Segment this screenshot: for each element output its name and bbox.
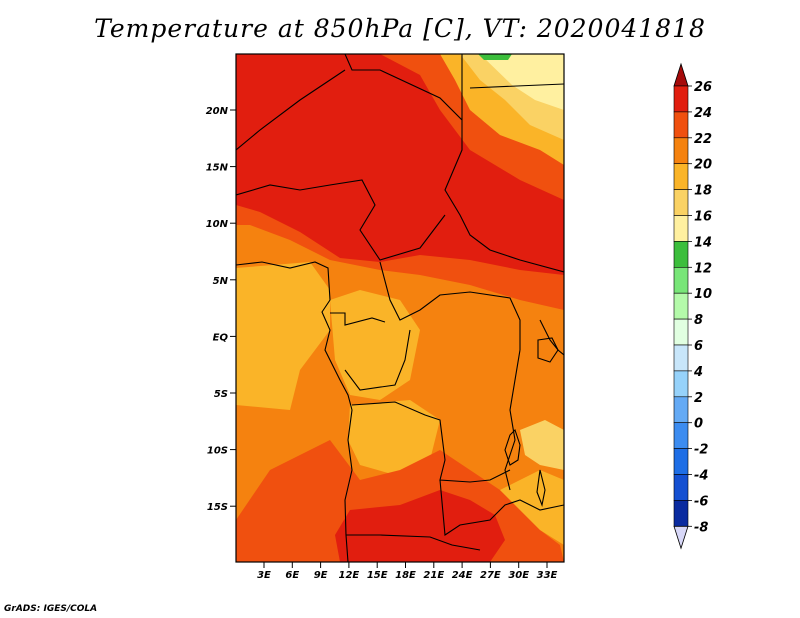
- temp-region-12-patch: [478, 54, 512, 60]
- lat-tick-label: 15N: [206, 163, 229, 174]
- lake-victoria: [537, 337, 559, 363]
- border-east-2: [539, 319, 564, 356]
- lat-tick-label: 5S: [214, 389, 228, 400]
- colorbar-label: 26: [694, 80, 712, 95]
- lon-tick-label: 33E: [537, 570, 558, 581]
- temp-region-18-south: [348, 400, 440, 475]
- lon-tick-label: 9E: [314, 570, 328, 581]
- colorbar-label: 4: [693, 365, 703, 380]
- temp-region-26-north: [236, 54, 564, 275]
- lon-tick-label: 12E: [339, 570, 360, 581]
- temp-region-24-south: [335, 490, 505, 562]
- lon-tick-label: 21E: [423, 570, 444, 581]
- temp-region-18-southeast: [520, 420, 564, 470]
- colorbar-swatch: [673, 241, 689, 268]
- border-north-2: [236, 69, 346, 151]
- colorbar-swatch: [673, 318, 689, 346]
- border-east-1: [504, 349, 521, 491]
- lon-tick-label: 24E: [452, 570, 473, 581]
- colorbar-label: 20: [694, 158, 712, 173]
- lon-tick-label: 15E: [367, 570, 388, 581]
- latitude-axis: 20N 15N 10N 5N EQ 5S 10S 15S: [206, 106, 236, 513]
- colorbar-swatch: [673, 137, 689, 165]
- colorbar-swatch: [673, 163, 689, 190]
- colorbar-label: 24: [694, 106, 712, 121]
- lat-tick-label: 5N: [213, 276, 229, 287]
- colorbar-label: 0: [694, 417, 703, 432]
- colorbar-label: -6: [694, 494, 708, 509]
- colorbar-swatch: [673, 189, 689, 216]
- lon-tick-label: 30E: [508, 570, 529, 581]
- colorbar-label: 10: [694, 287, 712, 302]
- lat-tick-label: 10S: [207, 446, 228, 457]
- colorbar-swatch: [673, 370, 689, 398]
- colorbar-label: 22: [694, 132, 712, 147]
- colorbar-swatch: [673, 344, 689, 372]
- colorbar-swatch: [673, 448, 689, 475]
- border-south-1: [351, 401, 511, 483]
- border-south-3: [439, 479, 564, 536]
- temperature-field: [236, 54, 564, 562]
- border-north-3: [236, 179, 446, 261]
- border-central-2: [330, 312, 386, 326]
- credit-label: GrADS: IGES/COLA: [4, 604, 98, 614]
- lake-east: [504, 428, 521, 466]
- colorbar-label: -8: [694, 520, 708, 535]
- colorbar-swatch: [673, 111, 689, 139]
- lon-tick-label: 3E: [257, 570, 271, 581]
- colorbar-label: 12: [694, 261, 712, 276]
- colorbar-swatch: [673, 215, 689, 242]
- colorbar-swatch: [673, 396, 689, 423]
- lat-tick-label: 15S: [207, 502, 228, 513]
- colorbar-swatch: [673, 474, 689, 501]
- lon-tick-label: 18E: [395, 570, 416, 581]
- lat-tick-label: 10N: [206, 219, 229, 230]
- border-south-2: [346, 534, 481, 551]
- colorbar-lower-arrow: [673, 525, 689, 550]
- map-plot-area: 20N 15N 10N 5N EQ 5S 10S 15S 3E 6E 9E 12E 15E 18E 21E…: [206, 53, 565, 581]
- lon-tick-label: 27E: [480, 570, 501, 581]
- border-north-5: [469, 83, 564, 89]
- colorbar-label: 6: [694, 339, 703, 354]
- lat-tick-label: EQ: [213, 332, 229, 343]
- colorbar-label: 18: [694, 184, 712, 199]
- colorbar-label: 14: [694, 235, 712, 250]
- border-central-1: [379, 261, 521, 350]
- lake-malawi: [536, 469, 546, 507]
- colorbar-label: -4: [694, 469, 708, 484]
- colorbar-swatch: [673, 266, 689, 294]
- temp-region-16-northeast: [480, 54, 564, 110]
- longitude-axis: 3E 6E 9E 12E 15E 18E 21E 24E 27E 30E 33E: [257, 562, 558, 581]
- colorbar-label: 16: [694, 210, 712, 225]
- lat-tick-label: 20N: [206, 106, 229, 117]
- colorbar-label: 2: [694, 391, 703, 406]
- temp-region-18-basin: [330, 290, 420, 400]
- map-title: Temperature at 850hPa [C], VT: 202004181…: [94, 14, 706, 43]
- colorbar-swatch: [673, 292, 689, 320]
- temp-region-20-southeast: [500, 470, 564, 545]
- map-frame: [235, 53, 565, 563]
- temp-region-18-west: [236, 262, 330, 410]
- border-central-3: [344, 329, 411, 391]
- lon-tick-label: 6E: [285, 570, 299, 581]
- colorbar-swatch: [673, 422, 689, 449]
- colorbar-label: -2: [694, 443, 708, 458]
- colorbar-swatch: [673, 500, 689, 527]
- colorbar-label: 8: [694, 313, 703, 328]
- coastline-west: [236, 261, 353, 562]
- border-north-1: [344, 54, 564, 273]
- country-borders: [236, 54, 564, 562]
- colorbar-upper-arrow: [673, 62, 689, 87]
- colorbar-swatch: [673, 85, 689, 113]
